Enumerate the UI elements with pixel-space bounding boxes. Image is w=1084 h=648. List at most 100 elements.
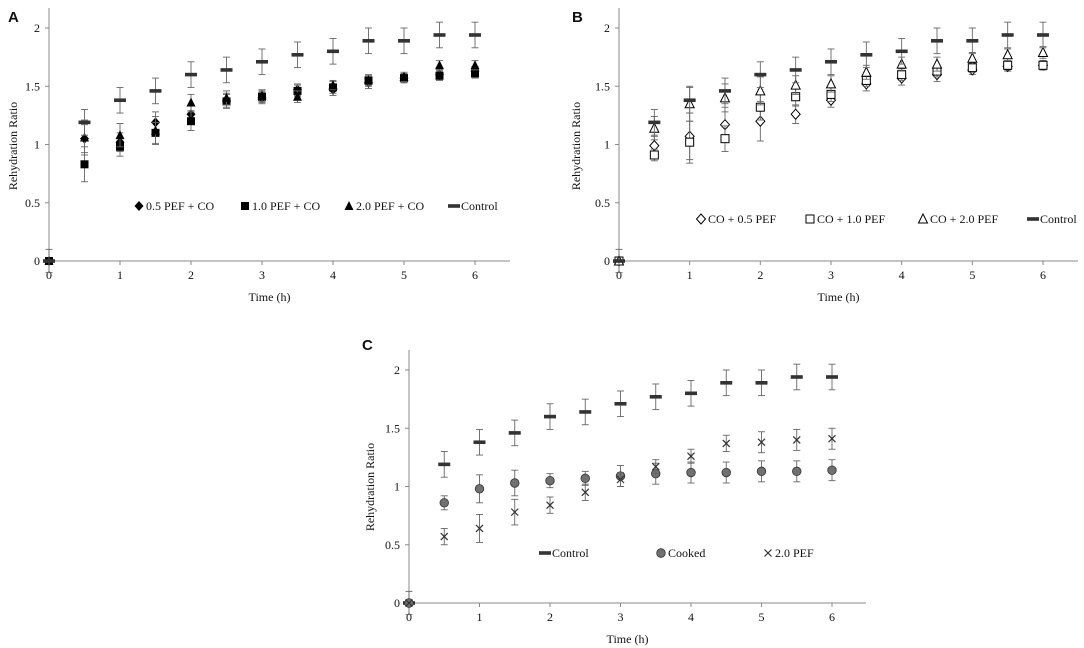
data-point (931, 39, 943, 43)
marker-dash (613, 259, 625, 263)
data-point (579, 410, 592, 414)
data-point (826, 375, 838, 379)
marker-dash (256, 59, 268, 64)
data-point (435, 71, 444, 80)
data-point (1038, 60, 1048, 70)
data-point (80, 132, 89, 142)
marker-dash (114, 98, 126, 103)
data-point (720, 381, 733, 385)
data-point (114, 98, 126, 103)
marker-dash (720, 381, 733, 385)
marker-square (685, 137, 695, 147)
marker-square (435, 71, 444, 80)
data-point (648, 120, 661, 125)
marker-dash (1001, 33, 1014, 37)
data-point (293, 91, 302, 101)
legend-label: Control (1040, 212, 1077, 226)
marker-x (757, 438, 766, 447)
marker-dash (78, 120, 91, 125)
series-2-0-pef-co (44, 60, 480, 265)
marker-x (616, 475, 625, 484)
marker-circle (439, 498, 449, 508)
marker-triangle (755, 84, 766, 96)
data-point (755, 115, 766, 127)
marker-diamond (695, 213, 707, 225)
marker-triangle (931, 57, 943, 69)
marker-dash (649, 394, 662, 399)
marker-dash (683, 98, 696, 103)
legend-marker (344, 201, 354, 210)
series-cooked (404, 459, 837, 608)
y-tick-label: 0.5 (385, 538, 400, 552)
marker-x (546, 501, 554, 510)
series-co-2-0-pef (613, 46, 1049, 266)
data-point (187, 117, 195, 126)
y-tick-label: 0 (394, 596, 400, 610)
data-point (1037, 46, 1049, 57)
data-point (754, 72, 767, 77)
x-tick-label: 4 (688, 610, 694, 624)
marker-x (792, 435, 801, 444)
data-point (1003, 60, 1013, 70)
data-point (185, 72, 197, 77)
marker-triangle (293, 91, 302, 101)
marker-dash (185, 72, 197, 77)
data-point (651, 462, 660, 471)
panel-letter: A (8, 9, 19, 26)
data-point (399, 71, 409, 81)
marker-dash (291, 52, 304, 57)
data-point (967, 63, 977, 73)
data-point (792, 435, 801, 444)
chart-panel-a: A 0 0.5 1 1.5 2 0 1 2 3 4 5 6 Time (h) Rehydration Rat… (6, 8, 510, 304)
chart-panel-b: B 0 0.5 1 1.5 2 0 1 2 3 4 5 6 Time (h) Rehydration Rat… (569, 8, 1078, 304)
marker-circle (827, 465, 837, 475)
legend-marker (656, 548, 666, 558)
x-tick-label: 3 (828, 268, 834, 282)
marker-circle (656, 548, 666, 558)
series-control (43, 21, 481, 274)
data-point (1037, 33, 1049, 37)
marker-dash (614, 401, 627, 406)
marker-square (241, 202, 249, 210)
data-point (683, 98, 696, 103)
marker-dash (754, 72, 767, 77)
x-tick-label: 0 (616, 268, 622, 282)
marker-dash (448, 204, 460, 208)
data-point (440, 532, 449, 541)
y-axis-title: Rehydration Ratio (6, 102, 20, 190)
data-point (328, 80, 338, 90)
data-point (439, 498, 449, 508)
marker-dash (362, 39, 375, 43)
data-point (685, 391, 697, 396)
legend-label: 2.0 PEF + CO (356, 199, 424, 213)
marker-dash (149, 89, 162, 93)
data-point (825, 77, 837, 89)
marker-circle (721, 467, 731, 478)
data-point (510, 508, 519, 517)
marker-square (1003, 60, 1013, 70)
marker-dash (966, 39, 979, 43)
legend-label: Cooked (668, 546, 705, 560)
legend-label: 1.0 PEF + CO (252, 199, 320, 213)
data-point (257, 90, 267, 100)
legend-marker (241, 202, 249, 210)
data-point (649, 394, 662, 399)
marker-diamond (134, 201, 144, 211)
marker-square (80, 160, 89, 169)
x-tick-label: 6 (472, 268, 478, 282)
x-tick-label: 2 (547, 610, 553, 624)
y-tick-label: 2 (604, 21, 610, 35)
marker-diamond (790, 108, 801, 120)
legend: CO + 0.5 PEF CO + 1.0 PEF CO + 2.0 PEF Cont… (695, 212, 1077, 226)
data-point (291, 52, 304, 57)
marker-dash (931, 39, 943, 43)
marker-triangle (1002, 48, 1013, 60)
marker-dash (473, 440, 486, 445)
marker-dash (648, 120, 661, 125)
data-point (757, 438, 766, 447)
marker-triangle (861, 66, 872, 77)
data-point (580, 473, 590, 484)
data-point (790, 375, 803, 379)
data-point (827, 465, 837, 475)
chart-panel-c: C 0 0.5 1 1.5 2 0 1 2 3 4 5 6 Time (h) Rehydration Rat… (362, 337, 866, 646)
